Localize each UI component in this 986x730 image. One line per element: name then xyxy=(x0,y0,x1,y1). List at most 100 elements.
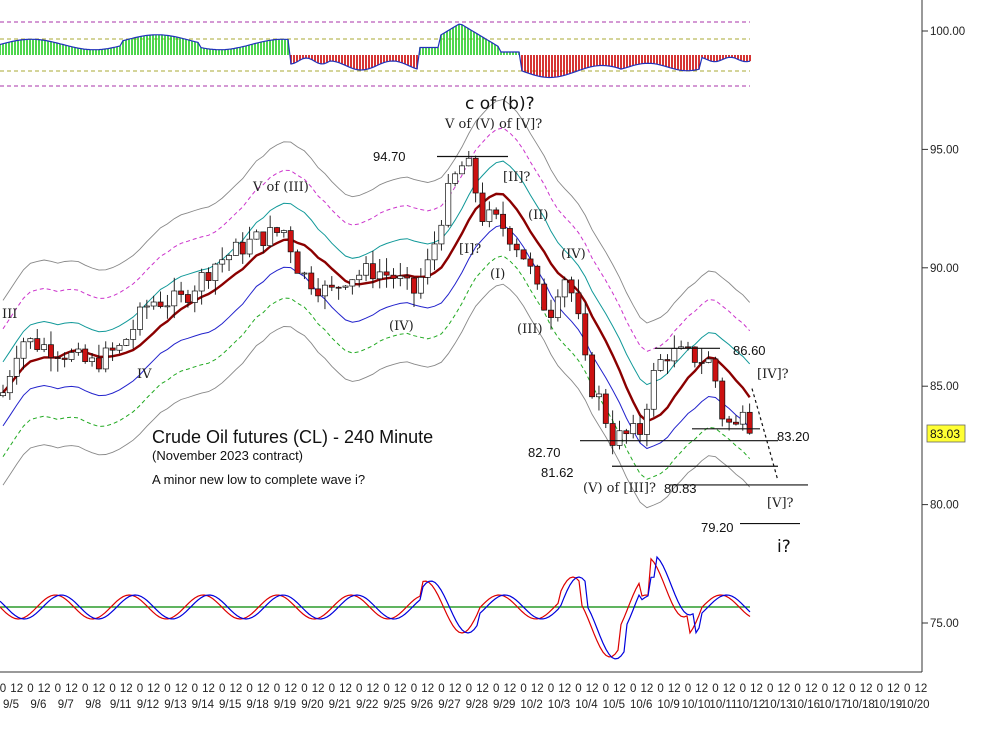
x-tick-date: 10/3 xyxy=(548,699,570,711)
candle-body xyxy=(527,258,534,267)
wave-label-paren-iv: (IV) xyxy=(389,319,414,334)
histogram-signal-line xyxy=(0,23,751,79)
candle-body xyxy=(691,346,698,363)
candle-body xyxy=(308,272,315,290)
level-label-81-62: 81.62 xyxy=(541,465,574,480)
x-tick-hour: 12 xyxy=(860,683,873,695)
y-tick-label: 100.00 xyxy=(930,26,965,38)
x-tick-date: 10/9 xyxy=(657,699,679,711)
x-tick-hour: 0 xyxy=(82,683,88,695)
level-label-83-20: 83.20 xyxy=(777,429,810,444)
x-tick-hour: 12 xyxy=(915,683,928,695)
level-label-82-70: 82.70 xyxy=(528,445,561,460)
chart-title: Crude Oil futures (CL) - 240 Minute xyxy=(152,427,433,447)
candle-body xyxy=(568,279,575,294)
x-tick-date: 9/29 xyxy=(493,699,515,711)
candle-body xyxy=(726,418,733,423)
candle-body xyxy=(493,209,500,215)
x-tick-hour: 12 xyxy=(641,683,654,695)
x-tick-hour: 12 xyxy=(93,683,106,695)
candle-body xyxy=(322,284,328,297)
candle-body xyxy=(294,251,301,274)
candle-body xyxy=(54,357,61,359)
x-tick-hour: 12 xyxy=(339,683,352,695)
last-price-box xyxy=(926,424,966,443)
candle-body xyxy=(445,182,452,226)
x-tick-date: 10/11 xyxy=(709,699,737,711)
x-tick-date: 10/5 xyxy=(603,699,625,711)
x-tick-hour: 0 xyxy=(603,683,609,695)
x-tick-date: 10/2 xyxy=(520,699,542,711)
candle-body xyxy=(198,272,205,292)
x-tick-date: 9/13 xyxy=(164,699,186,711)
x-tick-hour: 0 xyxy=(411,683,417,695)
wave-label-c-of-b: c of (b)? xyxy=(465,94,535,114)
x-tick-hour: 12 xyxy=(723,683,736,695)
chart-note: A minor new low to complete wave i? xyxy=(152,472,365,487)
envelope-bands xyxy=(2,99,751,509)
x-tick-date: 9/11 xyxy=(110,699,132,711)
wave-label-paren-i: (I) xyxy=(490,267,505,282)
candle-body xyxy=(280,230,287,233)
candle-body xyxy=(6,375,13,394)
candle-body xyxy=(506,228,513,245)
time-axis: 0 12 0 12 0 12 0 12 0 12 0 12 0 12 0 12 0 12 0 12 0 12 0 12 0 12 0… xyxy=(0,683,930,711)
band-lower-green xyxy=(2,255,751,480)
x-tick-hour: 0 xyxy=(767,683,773,695)
candle-body xyxy=(267,227,274,247)
x-tick-hour: 0 xyxy=(685,683,691,695)
candle-body xyxy=(643,408,650,435)
candle-body xyxy=(459,165,465,175)
candle-body xyxy=(27,338,34,343)
x-tick-hour: 12 xyxy=(750,683,763,695)
x-tick-date: 10/6 xyxy=(630,699,652,711)
candle-body xyxy=(438,224,445,245)
candle-body xyxy=(143,305,150,308)
candle-body xyxy=(164,305,171,308)
candle-body xyxy=(0,392,6,397)
y-tick-label: 85.00 xyxy=(930,381,959,393)
x-tick-hour: 12 xyxy=(10,683,23,695)
x-tick-hour: 0 xyxy=(493,683,499,695)
x-tick-date: 9/14 xyxy=(192,699,215,711)
level-label-80-83: 80.83 xyxy=(664,481,697,496)
x-tick-hour: 0 xyxy=(356,683,362,695)
x-tick-hour: 0 xyxy=(192,683,198,695)
candle-body xyxy=(452,173,459,184)
x-tick-hour: 0 xyxy=(712,683,718,695)
candle-body xyxy=(685,346,691,349)
candle-body xyxy=(472,157,479,194)
candle-body xyxy=(630,423,637,435)
candle-body xyxy=(698,362,705,364)
x-tick-hour: 0 xyxy=(630,683,636,695)
x-tick-hour: 0 xyxy=(274,683,280,695)
x-tick-date: 9/6 xyxy=(30,699,46,711)
candle-body xyxy=(68,352,75,360)
candle-body xyxy=(130,329,137,340)
x-tick-hour: 0 xyxy=(219,683,225,695)
candle-body xyxy=(335,286,342,289)
wave-label-paren-iv-2: (IV) xyxy=(561,247,586,262)
x-tick-date: 10/20 xyxy=(901,699,930,711)
candle-body xyxy=(575,292,582,315)
wave-label-iii: III xyxy=(2,307,17,322)
wave-label-bracket-iv: [IV]? xyxy=(757,367,789,382)
x-tick-date: 9/20 xyxy=(301,699,323,711)
x-tick-hour: 12 xyxy=(120,683,133,695)
wave-label-bracket-i: [I]? xyxy=(459,242,481,257)
candle-body xyxy=(171,290,178,307)
candle-body xyxy=(123,339,130,346)
y-tick-label: 75.00 xyxy=(930,618,959,630)
candle-body xyxy=(363,263,370,276)
candle-body xyxy=(13,357,20,377)
x-tick-hour: 12 xyxy=(394,683,407,695)
candle-body xyxy=(219,259,226,265)
candle-body xyxy=(705,358,712,363)
level-label-86-60: 86.60 xyxy=(733,343,766,358)
candle-body xyxy=(178,290,185,295)
candle-body xyxy=(411,277,417,294)
candle-body xyxy=(746,411,753,434)
x-tick-hour: 12 xyxy=(65,683,78,695)
candle-body xyxy=(226,255,232,261)
x-tick-hour: 12 xyxy=(38,683,51,695)
